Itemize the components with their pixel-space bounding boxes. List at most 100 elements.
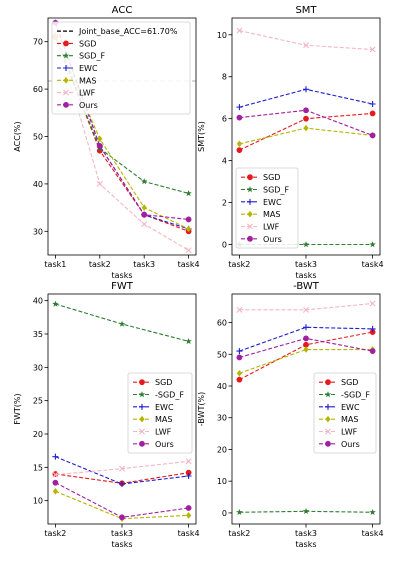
series-line [239, 30, 373, 51]
data-point [369, 241, 376, 248]
data-point [369, 46, 376, 53]
legend-label: -SGD_F [155, 391, 184, 400]
legend-marker [139, 428, 145, 435]
data-point [141, 211, 148, 218]
legend-marker [247, 235, 253, 242]
data-point [140, 178, 148, 185]
data-point [185, 337, 192, 345]
series-line [239, 109, 373, 136]
y-axis-label: ACC(%) [13, 121, 22, 151]
x-tick-label: task4 [362, 529, 384, 538]
legend-marker [247, 198, 253, 205]
series-line [239, 348, 373, 374]
data-point [186, 512, 192, 519]
legend-marker [139, 403, 145, 410]
data-point [369, 325, 376, 332]
legend-marker [139, 440, 145, 447]
data-point [185, 189, 192, 197]
y-tick-label: 15 [33, 463, 43, 472]
legend-label: Ours [79, 101, 98, 110]
series-line [54, 22, 189, 220]
x-tick-label: task1 [44, 260, 66, 269]
data-point [303, 124, 309, 132]
y-tick-label: 8 [222, 73, 227, 82]
legend: SGD -SGD_F EWC MAS LWF Ours [127, 372, 193, 454]
y-tick-label: 0 [222, 509, 227, 518]
x-tick-label: task4 [178, 529, 200, 538]
data-point [236, 370, 242, 377]
y-tick-label: 2 [222, 199, 227, 208]
y-tick-label: 30 [217, 414, 227, 423]
chart-panel-fwt: FWT task2 task3 task4 10 15 20 25 30 35 40 tasks FWT… [13, 281, 200, 549]
legend-marker [63, 76, 69, 84]
y-tick-label: 20 [33, 430, 43, 439]
legend-label: LWF [341, 428, 358, 437]
legend-marker [63, 40, 69, 47]
data-point [236, 114, 243, 121]
data-point [303, 306, 309, 313]
legend-label: LWF [263, 223, 280, 232]
legend-box [51, 21, 191, 115]
data-point [236, 147, 243, 154]
data-point [236, 354, 243, 361]
chart-panel-bwt: -BWT task2 task3 task4 0 10 20 30 40 50 60 tasks -BW… [197, 281, 384, 549]
legend-marker [325, 428, 331, 435]
legend: SGD SGD_F EWC MAS LWF Ours [235, 167, 299, 249]
legend-label: -SGD_F [341, 391, 370, 400]
y-tick-label: 10 [33, 497, 43, 506]
legend-marker [139, 415, 145, 423]
data-point [369, 300, 376, 307]
data-point [52, 453, 59, 460]
data-point [303, 324, 309, 331]
legend-label: EWC [155, 403, 174, 412]
data-point [236, 376, 243, 383]
data-point [369, 508, 376, 516]
legend-label: SGD_F [263, 186, 289, 195]
x-tick-label: task4 [178, 260, 200, 269]
data-point [141, 204, 147, 211]
y-tick-label: 40 [217, 382, 227, 391]
data-point [303, 335, 309, 342]
legend-marker [325, 415, 331, 423]
legend-marker [63, 101, 69, 108]
legend-label: EWC [341, 403, 360, 412]
x-tick-label: task2 [228, 529, 250, 538]
chart-title: FWT [111, 281, 134, 292]
data-point [185, 473, 192, 479]
data-point [303, 346, 309, 353]
legend-label: LWF [155, 428, 172, 437]
y-tick-label: 30 [33, 363, 43, 372]
y-tick-label: 60 [33, 85, 43, 94]
legend-label: Joint_base_ACC=61.70% [78, 27, 178, 36]
data-point [185, 458, 192, 465]
data-point [236, 508, 243, 516]
x-tick-label: task2 [228, 260, 250, 269]
y-tick-label: 70 [33, 38, 43, 47]
legend-label: LWF [79, 89, 96, 98]
y-tick-label: 20 [217, 445, 227, 454]
y-axis-label: -BWT(%) [197, 392, 206, 426]
y-tick-label: 50 [33, 133, 43, 142]
legend-marker [63, 65, 69, 71]
y-tick-label: 10 [217, 477, 227, 486]
legend-label: MAS [263, 210, 280, 219]
y-tick-label: 10 [217, 31, 227, 40]
y-tick-label: 60 [217, 319, 227, 328]
legend-label: SGD [263, 173, 280, 182]
data-point [236, 140, 242, 148]
x-tick-label: task3 [295, 260, 317, 269]
legend-marker [247, 223, 253, 230]
data-point [96, 143, 103, 149]
chart-title: SMT [295, 5, 317, 16]
legend-label: SGD [155, 378, 172, 387]
data-point [236, 104, 243, 111]
x-tick-label: task3 [133, 260, 155, 269]
series-line [55, 456, 189, 485]
x-axis-label: tasks [111, 271, 132, 280]
data-point [118, 320, 126, 327]
data-point [52, 300, 59, 307]
series-line [54, 36, 189, 194]
data-point [236, 27, 243, 34]
series-line [55, 490, 189, 520]
